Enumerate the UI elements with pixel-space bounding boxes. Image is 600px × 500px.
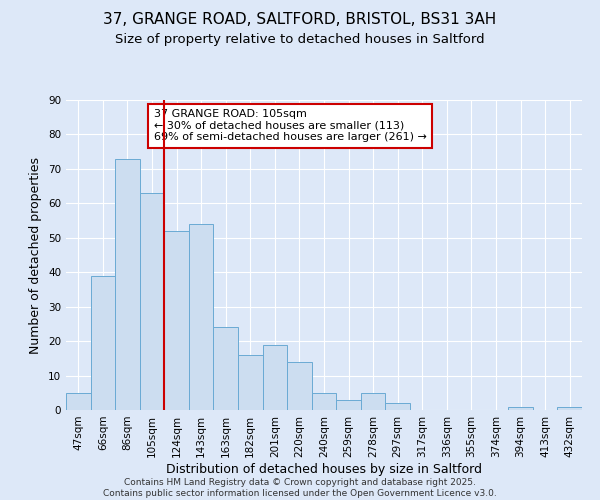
Bar: [385, 403, 410, 410]
Bar: [557, 406, 582, 410]
Bar: [214, 328, 238, 410]
X-axis label: Distribution of detached houses by size in Saltford: Distribution of detached houses by size …: [166, 462, 482, 475]
Bar: [115, 158, 140, 410]
Bar: [238, 355, 263, 410]
Bar: [91, 276, 115, 410]
Text: 37 GRANGE ROAD: 105sqm
← 30% of detached houses are smaller (113)
69% of semi-de: 37 GRANGE ROAD: 105sqm ← 30% of detached…: [154, 110, 427, 142]
Bar: [140, 193, 164, 410]
Bar: [336, 400, 361, 410]
Bar: [66, 393, 91, 410]
Text: 37, GRANGE ROAD, SALTFORD, BRISTOL, BS31 3AH: 37, GRANGE ROAD, SALTFORD, BRISTOL, BS31…: [103, 12, 497, 28]
Text: Size of property relative to detached houses in Saltford: Size of property relative to detached ho…: [115, 32, 485, 46]
Text: Contains HM Land Registry data © Crown copyright and database right 2025.
Contai: Contains HM Land Registry data © Crown c…: [103, 478, 497, 498]
Bar: [312, 393, 336, 410]
Bar: [361, 393, 385, 410]
Bar: [189, 224, 214, 410]
Bar: [287, 362, 312, 410]
Bar: [164, 231, 189, 410]
Bar: [508, 406, 533, 410]
Bar: [263, 344, 287, 410]
Y-axis label: Number of detached properties: Number of detached properties: [29, 156, 43, 354]
